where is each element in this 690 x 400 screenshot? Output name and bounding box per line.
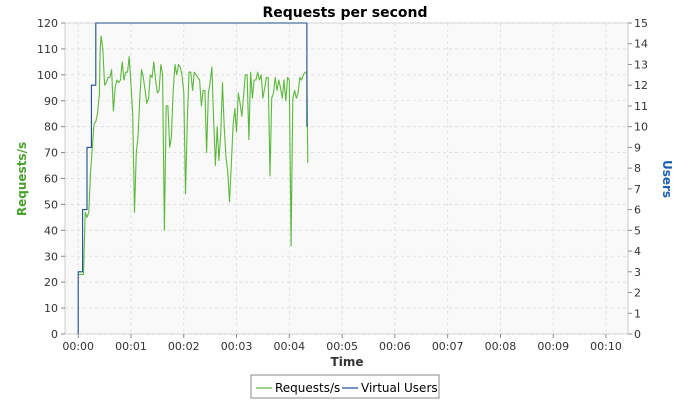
y-axis-title: Requests/s <box>15 142 29 216</box>
x-tick-label: 00:02 <box>168 340 200 353</box>
grid-lines <box>65 22 628 335</box>
y-tick-label: 50 <box>44 198 58 211</box>
y2-tick-label: 14 <box>634 38 648 51</box>
y-tick-label: 80 <box>44 121 58 134</box>
y-tick-label: 30 <box>44 250 58 263</box>
x-tick-label: 00:06 <box>379 340 411 353</box>
legend-box <box>250 374 440 399</box>
y-tick-label: 110 <box>37 43 58 56</box>
y-tick-label: 60 <box>44 173 58 186</box>
y2-tick-label: 15 <box>634 17 648 30</box>
y-tick-label: 40 <box>44 224 58 237</box>
y2-tick-label: 12 <box>634 79 648 92</box>
left-axis: 0 10 20 30 40 50 60 70 80 90 100 110 120 <box>37 17 65 341</box>
series-line-users <box>77 22 308 334</box>
y2-tick-label: 8 <box>634 162 641 175</box>
y-tick-label: 10 <box>44 302 58 315</box>
y2-tick-label: 13 <box>634 58 648 71</box>
x-tick-label: 00:09 <box>537 340 569 353</box>
y2-tick-label: 7 <box>634 183 641 196</box>
x-tick-label: 00:03 <box>221 340 253 353</box>
x-tick-label: 00:01 <box>115 340 147 353</box>
x-tick-label: 00:04 <box>273 340 305 353</box>
y2-axis-title: Users <box>660 160 674 198</box>
y2-tick-label: 3 <box>634 266 641 279</box>
x-axis-title: Time <box>331 355 364 369</box>
series-line-requests <box>78 35 309 275</box>
y2-tick-label: 9 <box>634 141 641 154</box>
x-tick-label: 00:10 <box>590 340 622 353</box>
x-tick-label: 00:05 <box>326 340 358 353</box>
x-tick-label: 00:00 <box>62 340 94 353</box>
x-tick-label: 00:08 <box>485 340 517 353</box>
y-tick-label: 90 <box>44 95 58 108</box>
legend-label-requests: Requests/s <box>275 381 340 395</box>
series-layer <box>77 22 309 334</box>
y2-tick-label: 10 <box>634 121 648 134</box>
chart-title: Requests per second <box>262 5 427 21</box>
y-tick-label: 100 <box>37 69 58 82</box>
y-tick-label: 20 <box>44 276 58 289</box>
y-tick-label: 120 <box>37 17 58 30</box>
y2-tick-label: 4 <box>634 245 641 258</box>
y2-tick-label: 5 <box>634 224 641 237</box>
y2-tick-label: 11 <box>634 100 648 113</box>
legend: Requests/s Virtual Users <box>250 374 440 399</box>
y2-tick-label: 6 <box>634 204 641 217</box>
y-tick-label: 0 <box>51 328 58 341</box>
y2-tick-label: 1 <box>634 307 641 320</box>
x-axis: 00:00 00:01 00:02 00:03 00:04 00:05 00:06 00:07… <box>62 334 622 353</box>
y2-tick-label: 2 <box>634 287 641 300</box>
y-tick-label: 70 <box>44 147 58 160</box>
x-tick-label: 00:07 <box>432 340 464 353</box>
y2-tick-label: 0 <box>634 328 641 341</box>
legend-label-users: Virtual Users <box>361 381 438 395</box>
